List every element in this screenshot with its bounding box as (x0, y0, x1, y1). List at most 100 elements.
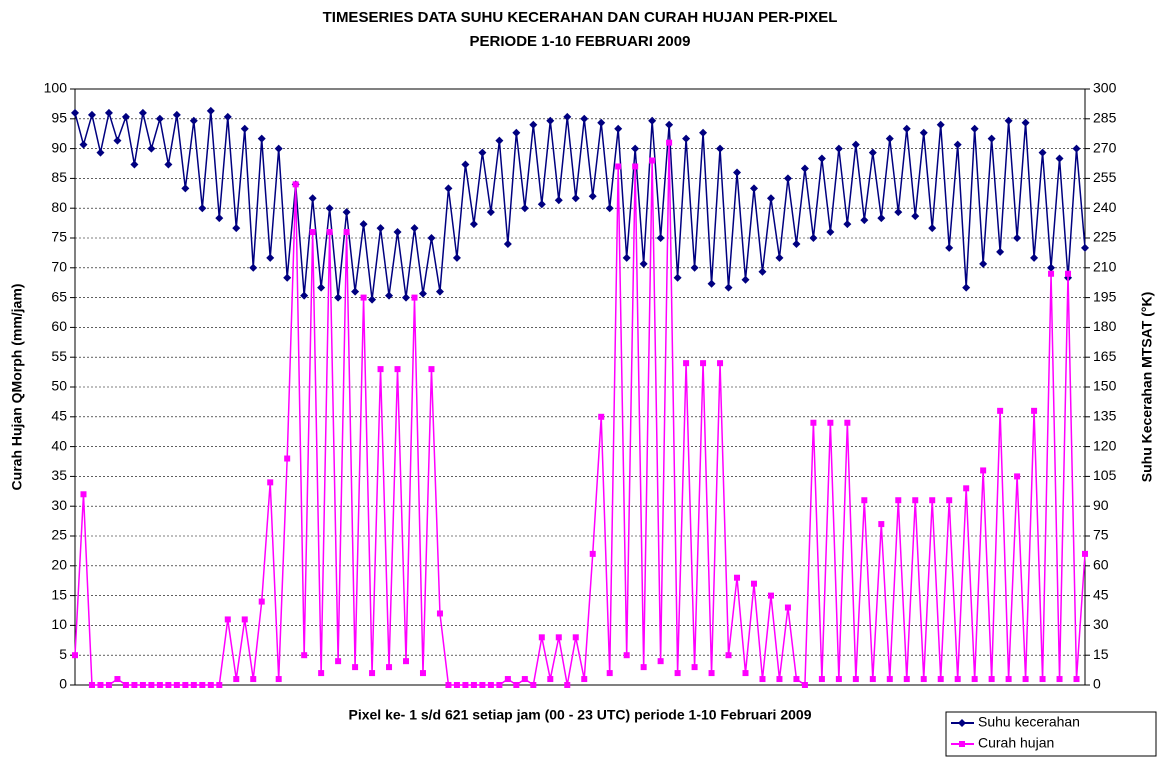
point (878, 521, 885, 528)
point (555, 634, 562, 641)
y2-axis-label: Suhu Kecerahan MTSAT (°K) (1139, 292, 1155, 482)
point (530, 682, 537, 688)
point (614, 124, 623, 133)
point (597, 118, 606, 127)
point (71, 108, 79, 117)
point (869, 676, 876, 683)
point (657, 658, 664, 665)
point (207, 682, 214, 688)
point (469, 220, 478, 229)
point (418, 289, 427, 298)
point (1030, 253, 1039, 262)
point (1039, 676, 1046, 683)
point (172, 110, 181, 119)
point (716, 144, 725, 153)
point (632, 163, 639, 170)
point (216, 682, 223, 688)
point (138, 108, 147, 117)
legend-marker (958, 719, 966, 727)
point (309, 229, 316, 236)
point (385, 291, 394, 300)
point (827, 419, 834, 426)
point (903, 676, 910, 683)
point (835, 676, 842, 683)
point (529, 120, 538, 129)
plot-frame (74, 88, 1086, 686)
y2-tick-label: 285 (1093, 110, 1117, 126)
point (402, 293, 411, 302)
point (1031, 407, 1038, 414)
point (359, 220, 368, 229)
point (462, 682, 469, 688)
point (988, 676, 995, 683)
y-tick-label: 40 (51, 437, 67, 453)
y-tick-label: 95 (51, 110, 67, 126)
y-tick-label: 30 (51, 497, 67, 513)
point (72, 652, 78, 659)
point (87, 110, 96, 119)
point (996, 247, 1005, 256)
point (895, 497, 902, 504)
point (1038, 148, 1047, 157)
y2-tick-label: 165 (1093, 348, 1117, 364)
point (724, 283, 733, 292)
point (308, 194, 317, 203)
point (376, 224, 385, 233)
y2-tick-label: 240 (1093, 199, 1117, 215)
point (1047, 263, 1056, 272)
point (486, 208, 495, 217)
point (445, 682, 452, 688)
point (547, 676, 554, 683)
point (717, 360, 724, 367)
point (801, 682, 808, 688)
point (206, 106, 215, 115)
y-tick-label: 70 (51, 259, 67, 275)
point (512, 128, 521, 137)
point (928, 224, 937, 233)
point (826, 228, 835, 237)
point (742, 670, 749, 677)
point (538, 634, 545, 641)
point (666, 139, 673, 146)
point (283, 273, 292, 282)
point (554, 196, 563, 205)
point (97, 682, 104, 688)
point (335, 658, 342, 665)
point (453, 682, 460, 688)
point (936, 120, 945, 129)
point (537, 200, 546, 209)
point (173, 682, 180, 688)
point (750, 580, 757, 587)
point (674, 670, 681, 677)
point (581, 676, 588, 683)
point (1022, 676, 1029, 683)
point (419, 670, 426, 677)
point (963, 485, 970, 492)
point (334, 293, 343, 302)
point (147, 144, 156, 153)
point (232, 224, 241, 233)
series-line (74, 109, 1086, 300)
point (894, 208, 903, 217)
point (784, 604, 791, 611)
point (79, 140, 88, 149)
point (198, 204, 207, 213)
point (919, 128, 928, 137)
point (844, 419, 851, 426)
point (393, 228, 402, 237)
y-tick-label: 15 (51, 586, 67, 602)
point (809, 234, 818, 242)
point (215, 214, 224, 223)
point (224, 616, 231, 623)
point (962, 283, 971, 292)
point (410, 224, 419, 233)
point (428, 366, 435, 373)
point (953, 140, 962, 149)
point (326, 229, 333, 236)
y2-tick-label: 75 (1093, 527, 1109, 543)
point (783, 174, 792, 183)
point (733, 168, 742, 177)
point (520, 204, 529, 213)
point (504, 676, 511, 683)
point (690, 263, 699, 272)
